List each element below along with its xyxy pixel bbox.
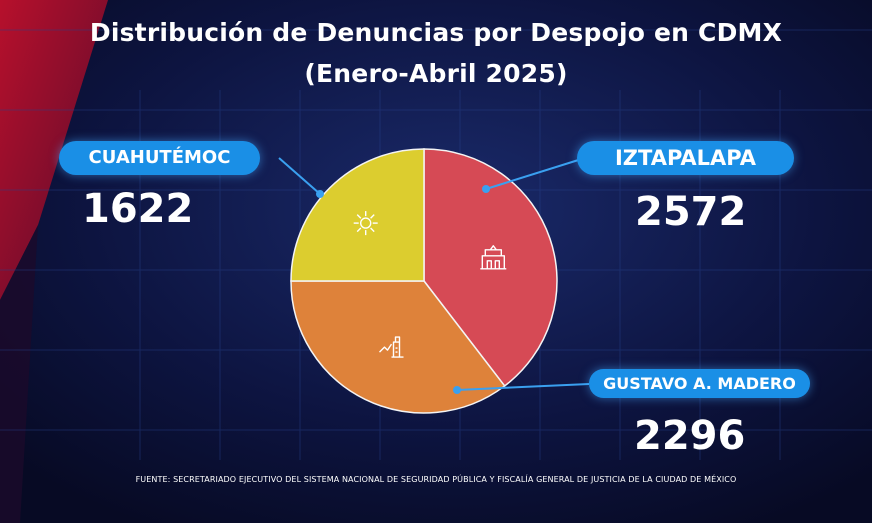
district-building-icon	[480, 245, 507, 270]
label-iztapalapa: IZTAPALAPA	[577, 141, 794, 175]
slice-iztapalapa	[423, 148, 558, 388]
leader-lines	[278, 156, 590, 394]
value-gustavo-a-madero: 2296	[634, 413, 746, 459]
value-iztapalapa: 2572	[635, 189, 747, 235]
source-note: FUENTE: SECRETARIADO EJECUTIVO DEL SISTE…	[135, 475, 737, 484]
chart-title: Distribución de Denuncias por Despojo en…	[89, 18, 783, 47]
label-cuahutemoc: CUAHUTÉMOC	[59, 141, 260, 175]
leader-gustavo-a-madero	[453, 383, 590, 394]
value-cuahutemoc: 1622	[82, 186, 194, 232]
leader-iztapalapa	[482, 156, 589, 193]
basilica-icon	[379, 336, 404, 358]
leader-cuahutemoc	[278, 157, 324, 198]
label-gustavo-a-madero: GUSTAVO A. MADERO	[589, 369, 810, 398]
slice-gustavo-a-madero	[290, 280, 506, 414]
chart-subtitle: (Enero-Abril 2025)	[304, 59, 568, 88]
aztec-sun-icon	[353, 211, 378, 236]
pie-chart	[290, 148, 558, 414]
background-red-stripe	[0, 0, 108, 300]
background-dark-band	[0, 225, 38, 523]
